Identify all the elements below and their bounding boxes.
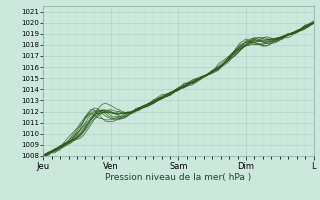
- X-axis label: Pression niveau de la mer( hPa ): Pression niveau de la mer( hPa ): [105, 173, 252, 182]
